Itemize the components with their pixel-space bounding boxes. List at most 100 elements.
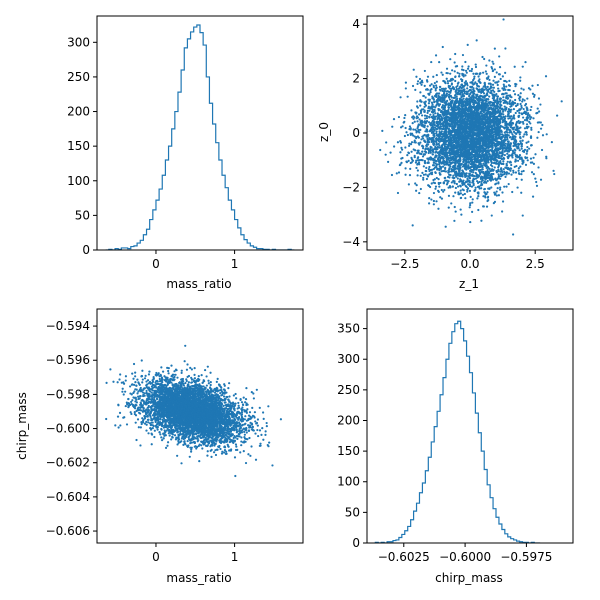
scatter-point — [514, 85, 517, 88]
scatter-point — [529, 144, 533, 147]
scatter-point — [529, 88, 532, 91]
scatter-point — [466, 183, 470, 186]
scatter-point — [497, 89, 500, 93]
scatter-point — [436, 120, 439, 123]
scatter-point — [429, 84, 432, 87]
scatter-point — [466, 43, 469, 46]
scatter-point — [442, 182, 446, 185]
scatter-point — [400, 146, 403, 150]
scatter-point — [488, 78, 491, 82]
scatter-point — [454, 167, 457, 170]
scatter-point — [505, 148, 508, 151]
scatter-point — [475, 147, 478, 150]
scatter-point — [443, 163, 446, 166]
x-tick-label: 0 — [152, 257, 160, 271]
scatter-point — [514, 160, 517, 163]
scatter-point — [457, 139, 460, 142]
scatter-point — [515, 125, 519, 129]
scatter-point — [445, 92, 449, 95]
scatter-point — [413, 139, 416, 142]
scatter-point — [425, 166, 428, 169]
scatter-point — [459, 189, 462, 192]
scatter-point — [408, 142, 411, 145]
scatter-point — [430, 198, 433, 201]
scatter-point — [483, 164, 486, 167]
scatter-point — [510, 173, 513, 176]
scatter-point — [456, 185, 460, 188]
scatter-point — [497, 136, 500, 139]
scatter-point — [435, 130, 438, 133]
scatter-point — [393, 145, 396, 148]
scatter-point — [413, 156, 416, 159]
scatter-point — [492, 115, 495, 118]
scatter-point — [449, 91, 452, 94]
scatter-point — [476, 128, 480, 131]
scatter-point — [468, 95, 471, 98]
scatter-point — [449, 147, 452, 150]
scatter-point — [529, 161, 533, 164]
scatter-point — [406, 154, 409, 157]
scatter-point — [478, 134, 481, 138]
scatter-point — [455, 155, 458, 159]
scatter-point — [491, 155, 495, 158]
scatter-point — [534, 153, 537, 156]
scatter-point — [405, 131, 408, 134]
scatter-point — [488, 145, 491, 148]
scatter-point — [502, 139, 505, 142]
scatter-point — [507, 182, 510, 186]
scatter-point — [499, 157, 503, 160]
scatter-point — [404, 81, 407, 84]
scatter-point — [497, 155, 501, 158]
scatter-point — [506, 128, 509, 131]
scatter-point — [446, 139, 449, 143]
scatter-point — [461, 121, 464, 124]
scatter-point — [436, 157, 440, 160]
scatter-point — [520, 147, 523, 150]
scatter-point — [436, 127, 439, 131]
scatter-point — [480, 219, 483, 222]
scatter-point — [476, 133, 480, 136]
scatter-point — [440, 87, 444, 90]
scatter-point — [492, 98, 495, 102]
scatter-point — [474, 165, 477, 169]
scatter-point — [464, 74, 467, 77]
scatter-point — [512, 103, 515, 106]
scatter-point — [416, 152, 419, 155]
scatter-point — [502, 113, 505, 116]
scatter-point — [462, 189, 465, 192]
scatter-point — [501, 75, 504, 78]
scatter-point — [490, 144, 493, 147]
scatter-point — [511, 152, 514, 155]
scatter-point — [441, 165, 445, 168]
scatter-point — [441, 157, 444, 160]
scatter-point — [525, 123, 529, 126]
scatter-point — [531, 84, 534, 87]
scatter-point — [434, 171, 437, 175]
scatter-point — [474, 120, 478, 123]
scatter-point — [493, 127, 496, 130]
scatter-point — [420, 138, 423, 141]
scatter-point — [448, 125, 451, 128]
scatter-point — [471, 101, 474, 104]
scatter-point — [441, 94, 444, 97]
scatter-point — [415, 159, 418, 162]
scatter-point — [418, 191, 421, 195]
scatter-point — [485, 161, 488, 164]
scatter-point — [456, 71, 459, 74]
scatter-point — [465, 180, 468, 183]
y-tick-label: 250 — [67, 70, 90, 84]
scatter-point — [454, 52, 457, 56]
scatter-point — [485, 181, 488, 184]
scatter-point — [484, 178, 487, 181]
scatter-point — [485, 106, 488, 109]
scatter-point — [526, 119, 529, 122]
scatter-point — [530, 105, 533, 109]
scatter-point — [489, 179, 493, 182]
scatter-point — [449, 162, 452, 165]
scatter-point — [463, 92, 466, 95]
scatter-point — [461, 53, 465, 57]
scatter-point — [516, 127, 519, 130]
scatter-point — [469, 220, 472, 224]
scatter-point — [391, 125, 394, 128]
scatter-point — [468, 152, 471, 155]
